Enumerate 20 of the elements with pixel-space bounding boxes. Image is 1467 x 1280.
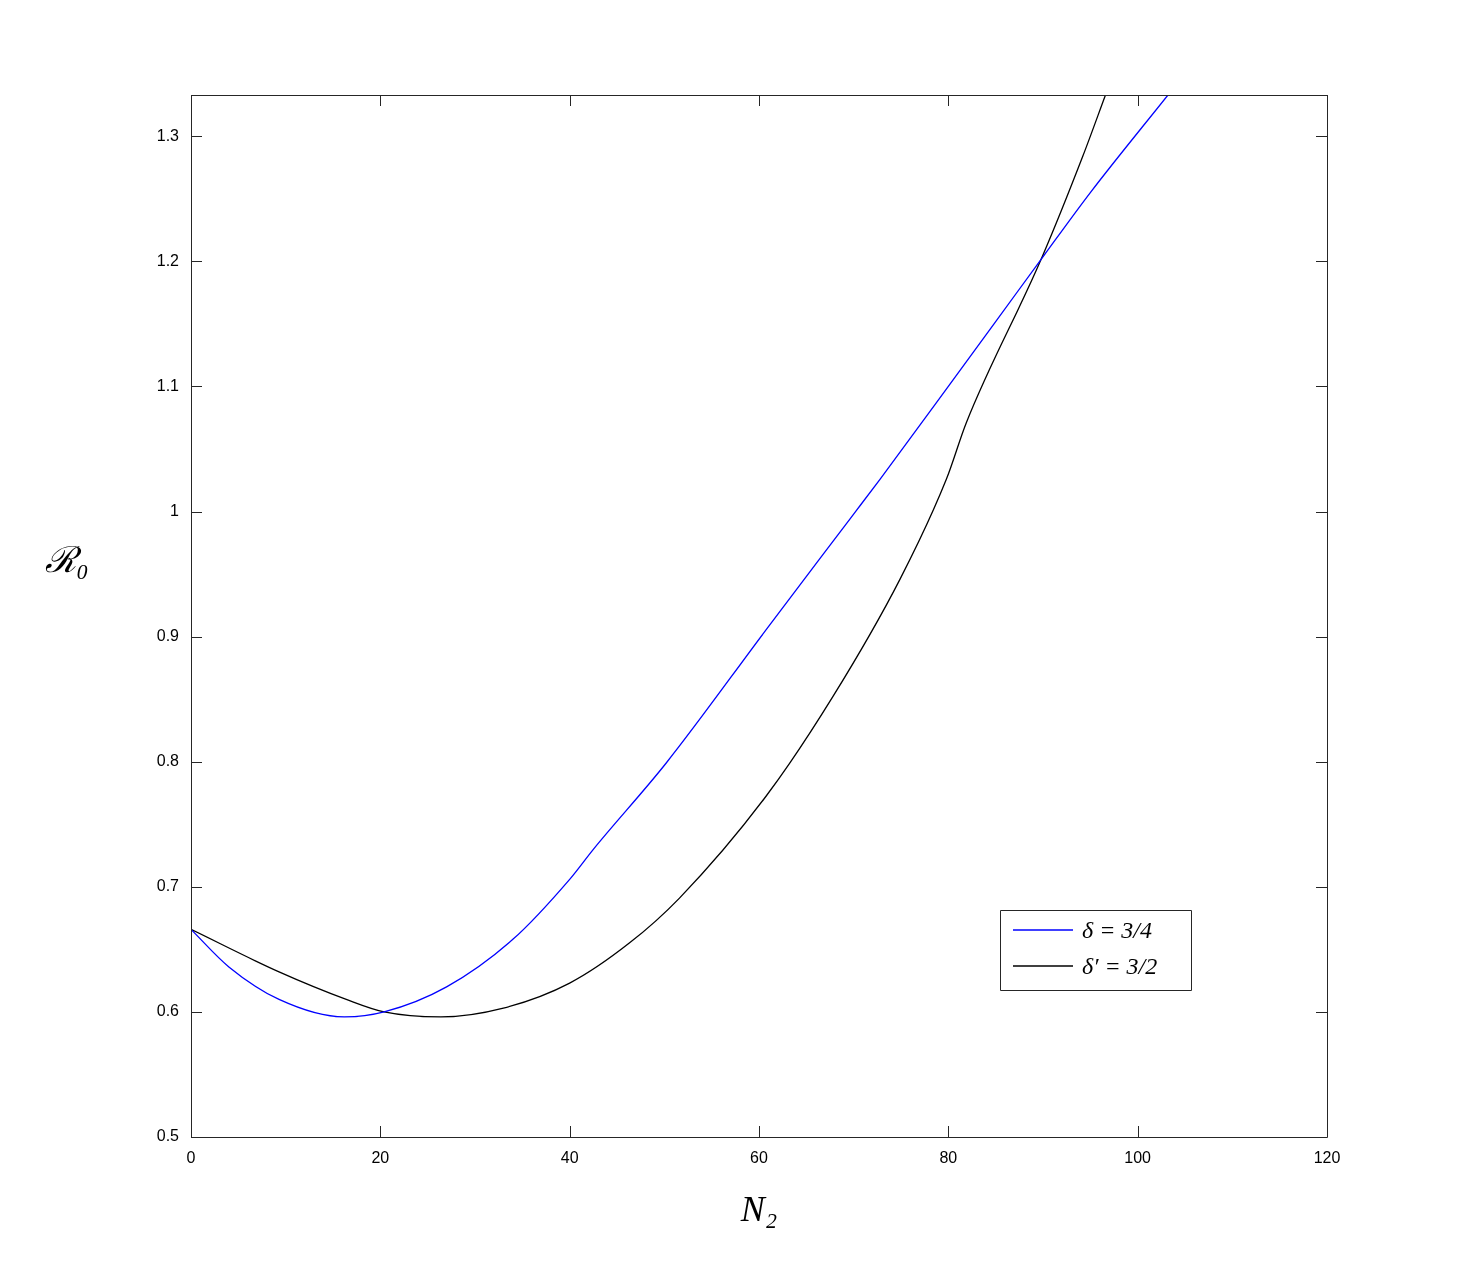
y-tick-label: 0.8 [156, 752, 180, 770]
x-tick-label: 40 [560, 1149, 579, 1167]
y-tick-label: 1.2 [156, 251, 180, 269]
y-tick-label: 0.5 [156, 1127, 180, 1145]
y-tick-label: 0.9 [156, 627, 180, 645]
x-tick-label: 20 [371, 1149, 390, 1167]
x-axis-title: N₂ [739, 1189, 778, 1230]
legend-label: δ′ = 3/2 [1082, 953, 1158, 980]
x-tick-label: 60 [750, 1149, 768, 1167]
y-axis-title: ℛ₀ [45, 540, 89, 581]
y-tick-label: 1.1 [156, 376, 180, 394]
y-tick-label: 0.7 [156, 877, 180, 895]
y-tick-label: 1.3 [156, 126, 180, 144]
legend-label: δ = 3/4 [1082, 917, 1153, 944]
x-tick-label: 100 [1124, 1149, 1152, 1167]
y-tick-label: 0.6 [156, 1002, 180, 1020]
x-tick-label: 120 [1313, 1149, 1341, 1167]
y-tick-label: 1 [170, 501, 180, 519]
x-tick-label: 0 [186, 1149, 196, 1167]
x-tick-label: 80 [939, 1149, 958, 1167]
